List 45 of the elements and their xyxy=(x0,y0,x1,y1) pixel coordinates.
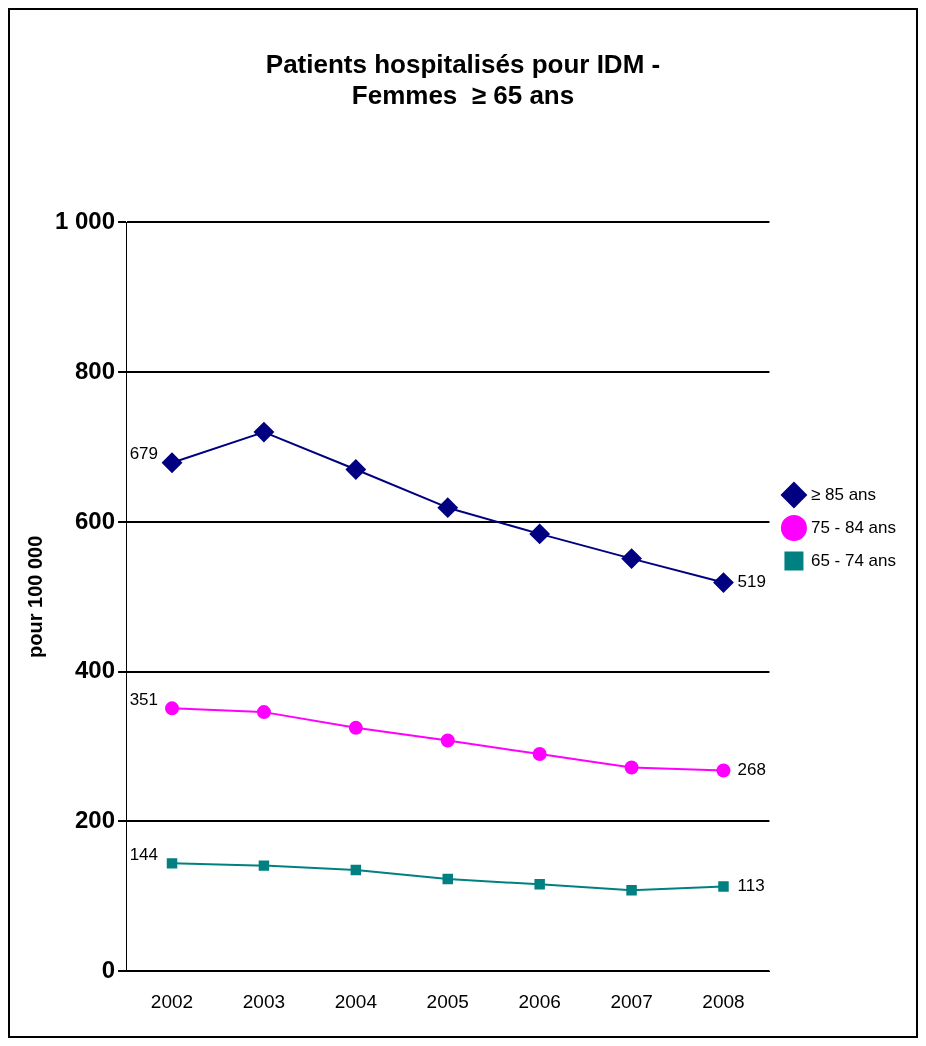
point xyxy=(437,497,458,518)
data-label: 351 xyxy=(129,690,159,710)
data-label: 519 xyxy=(737,572,766,592)
x-tick-label: 2006 xyxy=(518,990,561,1012)
y-tick-label: 400 xyxy=(75,656,116,684)
x-tick-label: 2008 xyxy=(702,990,745,1012)
x-tick-label: 2002 xyxy=(150,990,194,1012)
x-tick-label: 2005 xyxy=(426,990,469,1012)
y-axis-title: pour 100 000 xyxy=(23,535,46,658)
legend-label: 65 - 74 ans xyxy=(810,550,896,570)
point xyxy=(440,733,455,748)
point xyxy=(165,701,180,716)
point xyxy=(529,523,550,544)
data-label: 113 xyxy=(737,876,765,896)
point xyxy=(162,452,183,473)
point xyxy=(713,572,734,593)
point xyxy=(348,720,363,735)
point xyxy=(256,705,271,720)
x-tick-label: 2004 xyxy=(334,990,378,1012)
point xyxy=(532,747,547,762)
point xyxy=(442,873,453,885)
point xyxy=(621,548,642,569)
point xyxy=(626,885,637,896)
point xyxy=(253,422,274,443)
y-tick-label: 800 xyxy=(75,356,116,384)
y-tick-label: 0 xyxy=(101,955,116,983)
point xyxy=(350,864,362,876)
y-tick-label: 200 xyxy=(75,806,116,834)
point xyxy=(718,881,729,892)
legend-label: ≥ 85 ans xyxy=(810,484,877,504)
point xyxy=(258,860,270,871)
x-tick-label: 2007 xyxy=(610,990,653,1012)
point xyxy=(166,858,178,869)
y-tick-label: 600 xyxy=(75,506,116,534)
x-tick-label: 2003 xyxy=(242,990,286,1012)
data-label: 268 xyxy=(737,760,766,780)
point xyxy=(624,760,639,775)
point xyxy=(345,459,366,480)
data-label: 144 xyxy=(129,845,159,865)
chart-title: Patients hospitalisés pour IDM - Femmes ≥ 65 ans xyxy=(265,48,661,110)
legend-label: 75 - 84 ans xyxy=(810,517,896,537)
point xyxy=(534,879,545,890)
y-tick-label: 1 000 xyxy=(55,207,116,235)
point xyxy=(716,763,731,778)
data-label: 679 xyxy=(129,444,159,464)
